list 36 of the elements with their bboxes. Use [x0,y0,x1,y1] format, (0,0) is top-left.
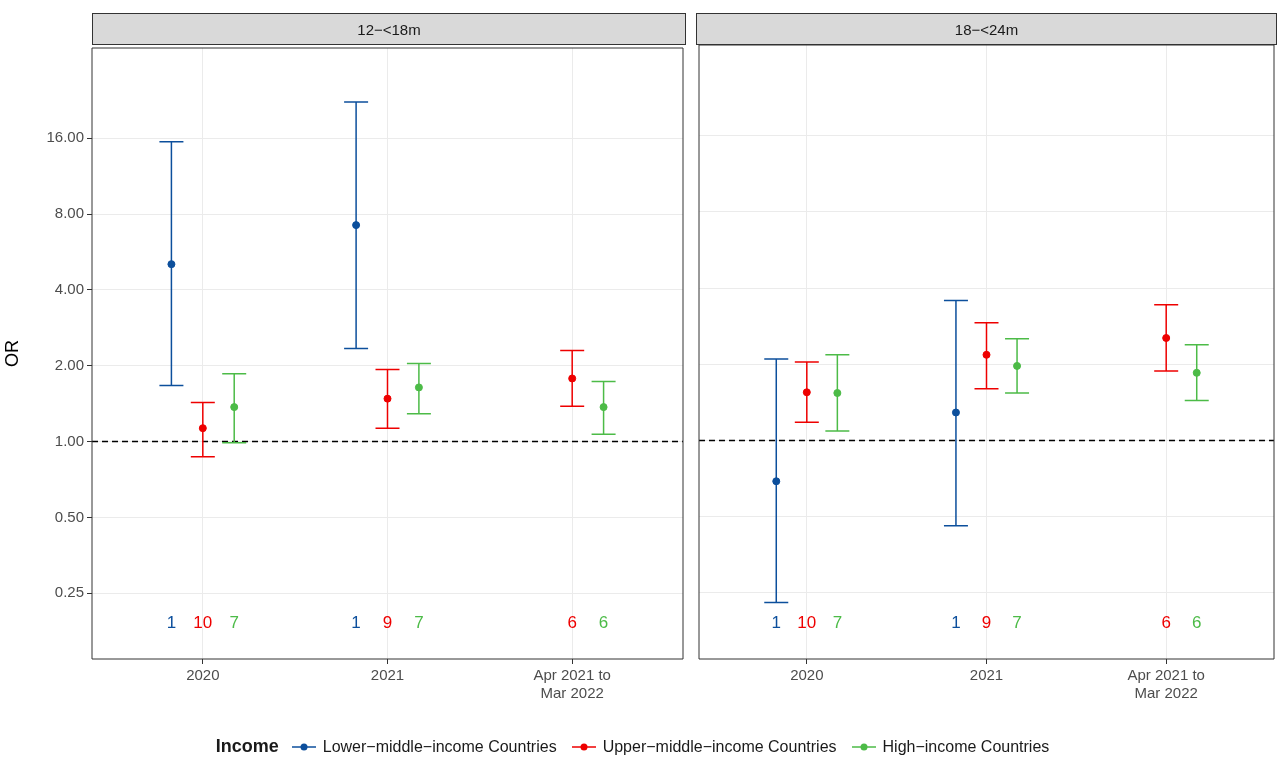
x-tick-label: 2020 [790,666,824,684]
annotation: 1 [771,612,781,632]
chart-title: 18−<24m [696,13,1277,45]
annotation: 7 [414,612,424,632]
legend-label: Lower−middle−income Countries [322,737,557,756]
x-tick-label: Apr 2021 to Mar 2022 [1127,666,1205,702]
annotation: 7 [229,612,239,632]
annotation: 1 [351,612,361,632]
y-tick-label: 16.00 [46,128,84,146]
x-tick-label: 2021 [370,666,405,684]
annotation: 6 [598,612,609,632]
legend-label: Upper−middle−income Countries [602,737,837,756]
annotation: 7 [832,612,843,632]
x-tick-label: Apr 2021 to Mar 2022 [533,666,611,702]
annotation: 1 [166,612,177,632]
annotation: 6 [567,612,577,632]
y-axis-title: OR [1,340,22,367]
annotation: 7 [1012,612,1022,632]
annotation: 10 [797,612,817,632]
legend-title: Income [215,736,279,757]
annotation: 1 [951,612,961,632]
chart-title: 12−<18m [92,13,686,45]
annotation: 10 [193,612,213,632]
y-tick-label: 1.00 [54,431,84,449]
annotation: 9 [382,612,393,632]
annotation: 9 [981,612,992,632]
y-tick-label: 0.50 [54,507,84,525]
legend-label: High−income Countries [882,737,1050,756]
annotation: 6 [1161,612,1171,632]
y-tick-label: 2.00 [54,355,84,373]
x-tick-label: 2021 [969,666,1004,684]
y-tick-label: 8.00 [54,204,84,222]
x-tick-label: 2020 [186,666,220,684]
y-tick-label: 0.25 [54,583,84,601]
annotation: 6 [1192,612,1202,632]
y-tick-label: 4.00 [54,280,84,298]
